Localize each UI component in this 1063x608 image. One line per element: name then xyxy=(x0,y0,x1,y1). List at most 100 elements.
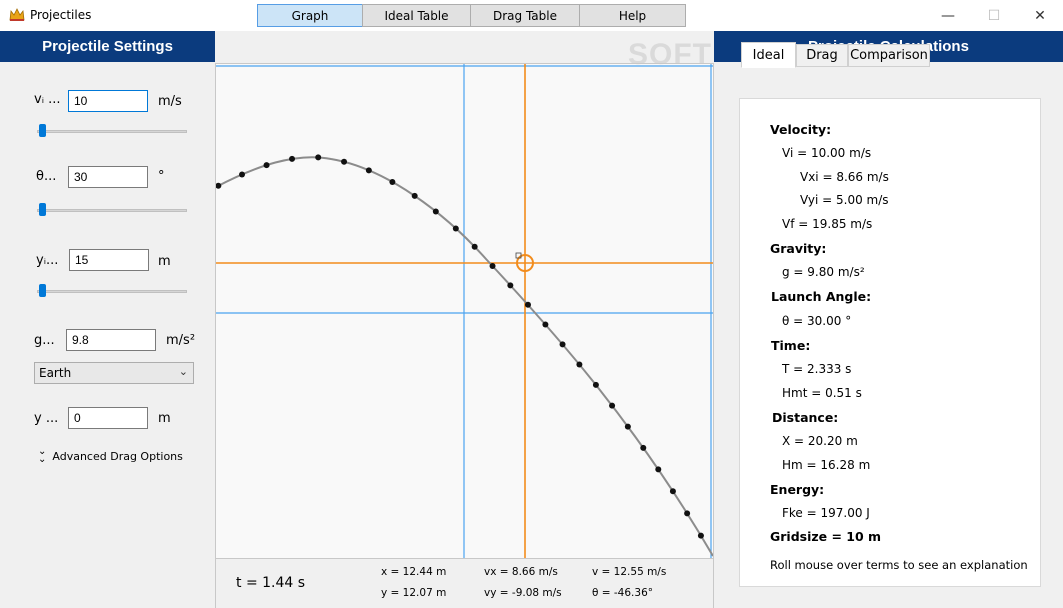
tab-drag-table[interactable]: Drag Table xyxy=(470,4,580,27)
planet-selected: Earth xyxy=(39,366,72,380)
theta-value[interactable]: θ = 30.00 ° xyxy=(782,314,852,328)
projectile-marker xyxy=(516,254,534,272)
trajectory-point xyxy=(507,282,514,289)
trajectory-point xyxy=(432,208,439,215)
app-crown-icon xyxy=(9,8,25,21)
velocity-input[interactable] xyxy=(68,90,148,112)
velocity-heading[interactable]: Velocity: xyxy=(770,122,832,137)
vx-readout: vx = 8.66 m/s xyxy=(484,566,558,578)
chevron-down-icon: ⌄ xyxy=(178,365,188,378)
angle-heading[interactable]: Launch Angle: xyxy=(771,289,872,304)
y-offset-input[interactable] xyxy=(68,407,148,429)
trajectory-point xyxy=(216,182,222,189)
hint-text: Roll mouse over terms to see an explanat… xyxy=(770,558,1028,572)
slider-thumb[interactable] xyxy=(39,284,46,297)
trajectory-point xyxy=(341,158,348,165)
trajectory-point xyxy=(697,532,704,539)
velocity-unit: m/s xyxy=(158,94,182,109)
trajectory-point xyxy=(365,167,372,174)
trajectory-graph[interactable] xyxy=(215,63,714,559)
gravity-unit: m/s² xyxy=(166,333,196,348)
time-heading[interactable]: Time: xyxy=(771,338,811,353)
vy-readout: vy = -9.08 m/s xyxy=(484,587,562,599)
vf-value[interactable]: Vf = 19.85 m/s xyxy=(782,217,873,231)
energy-heading[interactable]: Energy: xyxy=(770,482,825,497)
angle-unit: ° xyxy=(158,169,165,184)
y-offset-label: y ... xyxy=(34,411,59,426)
trajectory-point xyxy=(315,154,322,161)
distance-heading[interactable]: Distance: xyxy=(772,410,839,425)
trajectory-point xyxy=(576,361,583,368)
trajectory-point xyxy=(471,243,478,250)
y-offset-unit: m xyxy=(158,411,171,426)
trajectory-point xyxy=(524,301,531,308)
view-tab-bar xyxy=(215,31,714,63)
trajectory-point xyxy=(542,321,549,328)
trajectory-point xyxy=(609,402,616,409)
height-unit: m xyxy=(158,254,171,269)
gravity-heading[interactable]: Gravity: xyxy=(770,241,827,256)
trajectory-svg xyxy=(216,64,713,558)
height-slider[interactable] xyxy=(37,284,187,298)
maximize-button[interactable]: ☐ xyxy=(987,7,1001,24)
g-value[interactable]: g = 9.80 m/s² xyxy=(782,265,865,279)
theta-readout: θ = -46.36° xyxy=(592,587,653,599)
trajectory-point xyxy=(624,423,631,430)
slider-thumb[interactable] xyxy=(39,203,46,216)
trajectory-points xyxy=(216,154,704,539)
trajectory-point xyxy=(452,225,459,232)
tab-graph[interactable]: Graph xyxy=(257,4,363,27)
v-readout: v = 12.55 m/s xyxy=(592,566,667,578)
tab-help[interactable]: Help xyxy=(579,4,686,27)
trajectory-point xyxy=(592,381,599,388)
trajectory-point xyxy=(289,155,296,162)
tab-ideal[interactable]: Ideal xyxy=(741,42,796,68)
trajectory-point xyxy=(640,444,647,451)
velocity-label: vᵢ ... xyxy=(34,92,61,107)
slider-thumb[interactable] xyxy=(39,124,46,137)
trajectory-point xyxy=(655,466,662,473)
settings-header: Projectile Settings xyxy=(0,31,215,62)
close-button[interactable]: ✕ xyxy=(1034,7,1046,24)
angle-label: θ... xyxy=(36,169,57,184)
trajectory-point xyxy=(489,263,496,270)
trajectory-point xyxy=(669,488,676,495)
tab-comparison[interactable]: Comparison xyxy=(848,44,930,67)
projectile-box xyxy=(515,252,522,259)
trajectory-point xyxy=(239,171,246,178)
trajectory-point xyxy=(263,162,270,169)
calculations-box xyxy=(739,98,1041,587)
height-input[interactable] xyxy=(69,249,149,271)
advanced-drag-label: Advanced Drag Options xyxy=(52,449,183,463)
hmt-value[interactable]: Hmt = 0.51 s xyxy=(782,386,862,400)
velocity-slider[interactable] xyxy=(37,124,187,138)
tab-ideal-table[interactable]: Ideal Table xyxy=(362,4,471,27)
gravity-input[interactable] xyxy=(66,329,156,351)
status-bar: t = 1.44 s x = 12.44 m y = 12.07 m vx = … xyxy=(215,559,714,608)
window-title: Projectiles xyxy=(30,8,92,22)
X-value[interactable]: X = 20.20 m xyxy=(782,434,858,448)
trajectory-point xyxy=(559,341,566,348)
T-value[interactable]: T = 2.333 s xyxy=(782,362,852,376)
vi-value[interactable]: Vi = 10.00 m/s xyxy=(782,146,872,160)
height-label: yᵢ... xyxy=(36,253,59,268)
vyi-value[interactable]: Vyi = 5.00 m/s xyxy=(800,193,889,207)
angle-slider[interactable] xyxy=(37,203,187,217)
hm-value[interactable]: Hm = 16.28 m xyxy=(782,458,871,472)
minimize-button[interactable]: — xyxy=(941,7,955,24)
advanced-drag-toggle[interactable]: ⌄ ⌄ Advanced Drag Options xyxy=(38,446,183,465)
tab-drag[interactable]: Drag xyxy=(796,44,848,67)
x-readout: x = 12.44 m xyxy=(381,566,447,578)
vxi-value[interactable]: Vxi = 8.66 m/s xyxy=(800,170,889,184)
gravity-label: g... xyxy=(34,333,55,348)
gridsize-value[interactable]: Gridsize = 10 m xyxy=(770,529,882,544)
trajectory-point xyxy=(389,179,396,186)
angle-input[interactable] xyxy=(68,166,148,188)
double-chevron-down-icon: ⌄ ⌄ xyxy=(38,446,47,465)
time-readout: t = 1.44 s xyxy=(236,575,306,591)
y-readout: y = 12.07 m xyxy=(381,587,447,599)
trajectory-point xyxy=(411,192,418,199)
planet-select[interactable]: Earth ⌄ xyxy=(34,362,194,384)
trajectory-point xyxy=(684,510,691,517)
fke-value[interactable]: Fke = 197.00 J xyxy=(782,506,870,520)
